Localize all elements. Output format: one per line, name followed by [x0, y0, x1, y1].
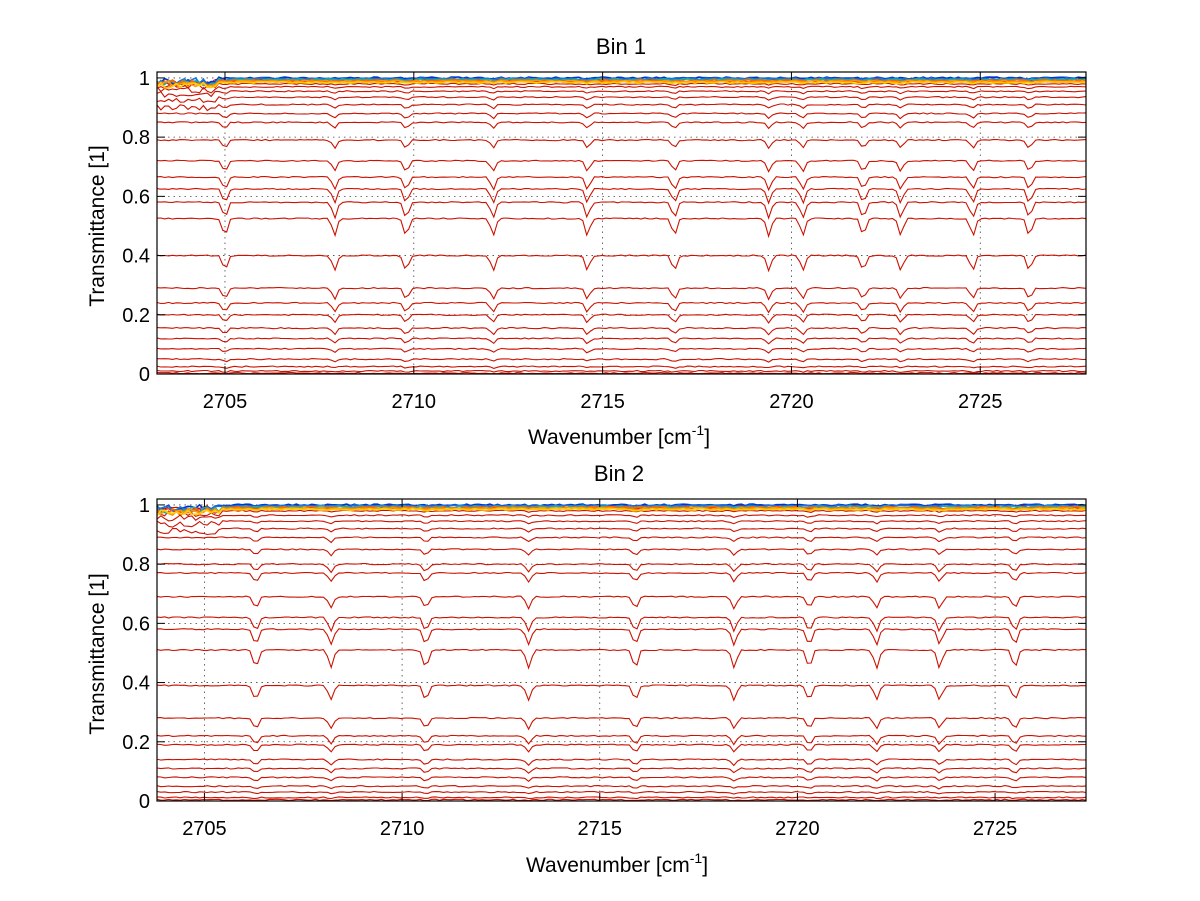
series-line [156, 734, 1087, 746]
series-line [156, 90, 1087, 98]
y-tick-label: 0.2 [122, 732, 150, 754]
series-group [156, 503, 1087, 802]
y-tick-label: 0.4 [122, 673, 150, 695]
x-tick-label: 2725 [973, 818, 1018, 840]
series-line [156, 503, 1087, 512]
series-line [156, 96, 1087, 104]
chart-title: Bin 1 [596, 34, 646, 59]
y-axis-label: Transmittance [1] [86, 573, 109, 734]
series-line [156, 776, 1087, 783]
y-tick-label: 0 [139, 791, 150, 813]
series-line [157, 536, 1087, 544]
chart-title: Bin 2 [594, 461, 644, 486]
series-line [156, 187, 1087, 205]
series-line [156, 648, 1087, 671]
series-line [156, 313, 1087, 324]
series-line [156, 595, 1087, 611]
series-line [156, 112, 1087, 120]
series-line [156, 217, 1087, 239]
x-tick-label: 2715 [578, 818, 623, 840]
series-line [156, 85, 1087, 94]
series-line [156, 326, 1087, 336]
y-tick-label: 0.8 [122, 127, 150, 149]
y-tick-label: 1 [139, 68, 150, 90]
plot-frame [156, 498, 1087, 802]
y-tick-label: 0 [139, 364, 150, 386]
series-line [156, 616, 1087, 633]
x-tick-label: 2710 [380, 818, 425, 840]
series-line [156, 347, 1087, 354]
series-line [156, 562, 1087, 574]
y-tick-label: 1 [139, 495, 150, 517]
plot-frame [156, 71, 1087, 375]
series-line [156, 790, 1087, 795]
series-line [156, 743, 1086, 753]
series-line [156, 514, 1087, 522]
x-tick-label: 2705 [182, 818, 227, 840]
series-line [156, 175, 1087, 192]
x-tick-label: 2720 [775, 818, 820, 840]
series-line [156, 527, 1087, 536]
y-tick-label: 0.6 [122, 186, 150, 208]
series-line [156, 287, 1087, 301]
x-tick-label: 2715 [580, 391, 625, 413]
y-tick-label: 0.2 [122, 305, 150, 327]
chart-bin-2: Bin 2 Wavenumber [cm-1] Transmittance [1… [86, 461, 1087, 877]
series-line [156, 509, 1087, 518]
series-line [156, 301, 1087, 314]
x-axis-label: Wavenumber [cm-1] [528, 422, 710, 449]
series-line [156, 80, 1087, 89]
series-line [156, 796, 1087, 800]
series-line [156, 76, 1087, 86]
x-tick-label: 2725 [958, 391, 1003, 413]
series-group [156, 76, 1087, 375]
y-tick-label: 0.6 [122, 613, 150, 635]
series-line [156, 628, 1087, 647]
series-line [156, 254, 1087, 273]
series-line [156, 103, 1087, 112]
series-line [156, 138, 1087, 150]
series-line [156, 337, 1086, 345]
series-line [156, 159, 1087, 173]
series-line [156, 358, 1087, 363]
series-line [156, 507, 1087, 517]
series-line [156, 684, 1087, 702]
y-tick-label: 0.8 [122, 554, 150, 576]
y-tick-label: 0.4 [122, 246, 150, 268]
x-tick-label: 2720 [769, 391, 814, 413]
series-line [156, 365, 1087, 369]
series-line [156, 758, 1087, 767]
x-tick-label: 2705 [203, 391, 248, 413]
x-axis-label: Wavenumber [cm-1] [526, 850, 708, 877]
series-line [156, 121, 1087, 130]
x-tick-label: 2710 [392, 391, 437, 413]
series-line [156, 505, 1087, 514]
series-line [156, 785, 1087, 790]
series-line [156, 716, 1087, 731]
series-line [156, 571, 1087, 584]
series-line [156, 767, 1087, 774]
series-line [156, 520, 1087, 528]
y-axis-label: Transmittance [1] [86, 145, 109, 306]
series-line [156, 548, 1087, 557]
series-line [156, 798, 1087, 802]
series-line [156, 201, 1087, 220]
series-line [156, 369, 1087, 374]
chart-bin-1: Bin 1 Wavenumber [cm-1] Transmittance [1… [86, 34, 1087, 449]
